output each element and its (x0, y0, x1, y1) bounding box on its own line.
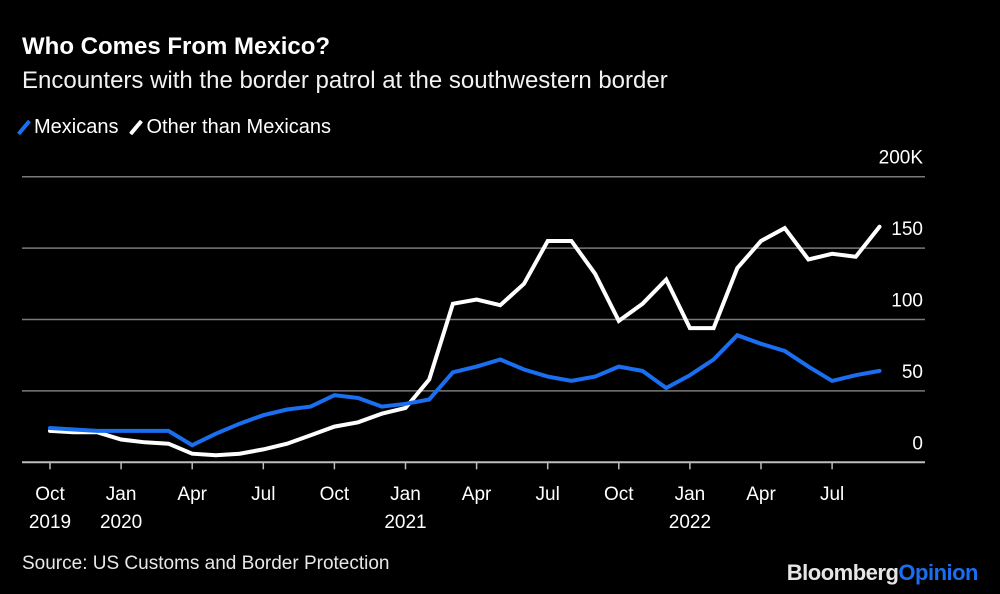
series-line-mexicans (48, 332, 882, 448)
x-tick-label-month: Jan (675, 484, 706, 505)
logo-opinion: Opinion (898, 560, 978, 585)
y-tick-label: 0 (912, 433, 923, 454)
x-tick-label-year: 2019 (29, 512, 71, 533)
x-tick-label-month: Oct (604, 484, 634, 505)
source-note: Source: US Customs and Border Protection (22, 553, 390, 574)
y-tick-label: 200K (879, 148, 924, 169)
legend-item-other: Other than Mexicans (129, 116, 332, 139)
x-tick-label-year: 2020 (100, 512, 142, 533)
chart-subtitle: Encounters with the border patrol at the… (22, 67, 668, 94)
series-line-other-than-mexicans (48, 224, 882, 458)
legend-label-other: Other than Mexicans (146, 116, 332, 138)
y-tick-label: 150 (891, 219, 923, 240)
legend-label-mexicans: Mexicans (34, 116, 119, 138)
x-tick-label-month: Jan (106, 484, 137, 505)
x-tick-label-month: Apr (462, 484, 492, 505)
y-tick-label: 100 (891, 291, 923, 312)
logo-bloomberg: Bloomberg (786, 560, 899, 585)
y-tick-label: 50 (902, 362, 923, 383)
x-tick-label-month: Apr (746, 484, 776, 505)
legend-item-mexicans: Mexicans (17, 116, 119, 139)
x-tick-label-month: Apr (177, 484, 207, 505)
chart-title: Who Comes From Mexico? (22, 33, 331, 60)
x-tick-label-month: Oct (35, 484, 65, 505)
x-tick-label-month: Jul (820, 484, 844, 505)
legend: Mexicans Other than Mexicans (17, 116, 332, 139)
x-tick-label-year: 2021 (384, 512, 426, 533)
x-tick-label-month: Oct (320, 484, 350, 505)
x-tick-label-month: Jan (390, 484, 421, 505)
bloomberg-opinion-logo: BloombergOpinion (786, 560, 979, 586)
x-tick-label-year: 2022 (669, 512, 711, 533)
x-tick-label-month: Jul (251, 484, 275, 505)
x-tick-label-month: Jul (536, 484, 560, 505)
